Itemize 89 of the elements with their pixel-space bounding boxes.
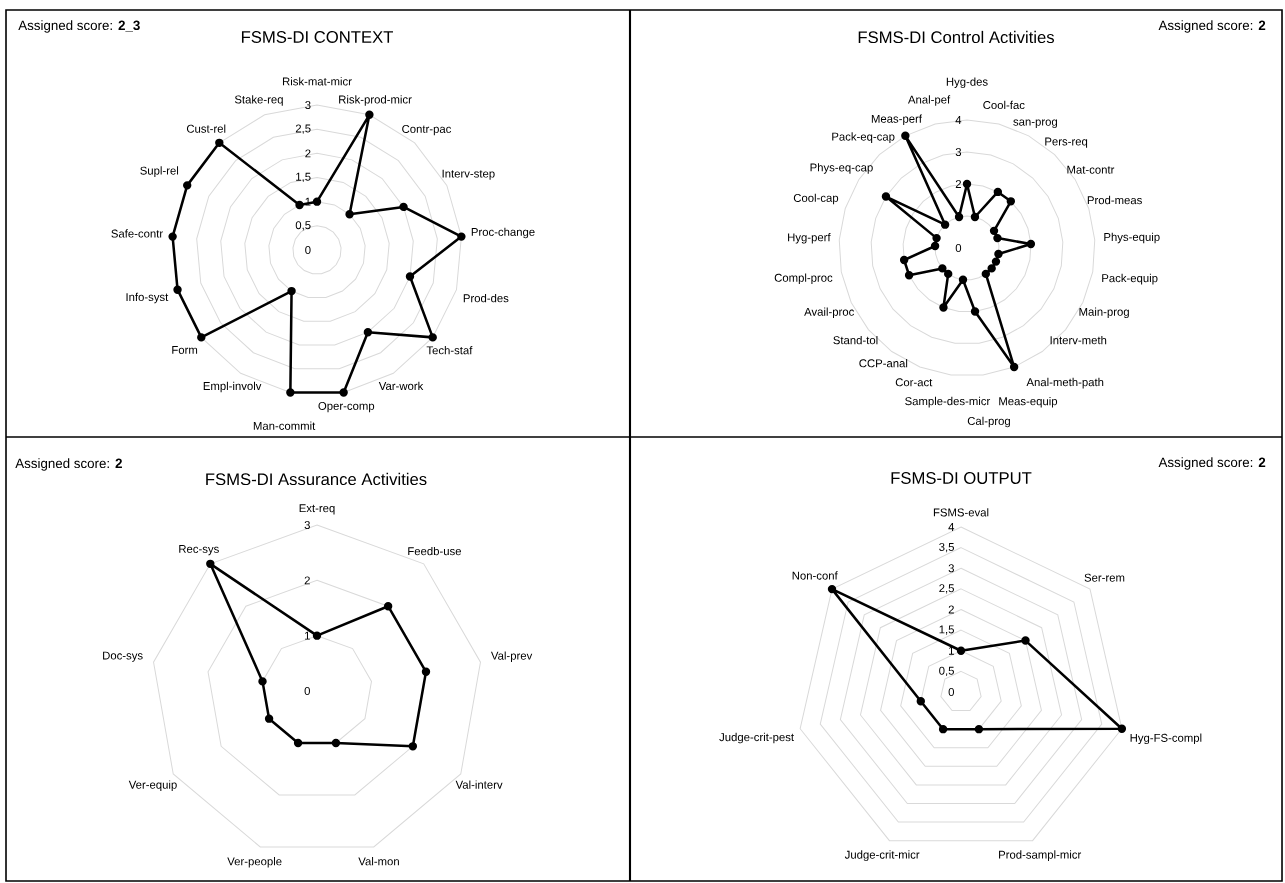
spoke-label: Contr-pac [402, 124, 452, 136]
y-tick-label: 3,5 [939, 542, 954, 553]
spoke-label: Cust-rel [186, 124, 226, 133]
spoke-label: Non-conf [792, 571, 838, 580]
y-tick-label: 2,5 [295, 124, 311, 134]
text: Assigned score: 2 [1158, 457, 1266, 470]
spoke-label: Form [172, 346, 198, 354]
spoke-label: Stake-req [234, 95, 283, 106]
spoke-label: Stand-tol [833, 335, 878, 345]
spoke-label: Var-work [378, 381, 424, 391]
spoke-label: CCP-anal [859, 358, 908, 368]
spoke-label: Tech-staf [426, 346, 473, 355]
spoke-label: Judge-crit-micr [844, 850, 920, 861]
chart-title: FSMS-DI OUTPUT [891, 472, 1032, 484]
spoke-label: Phys-eq-cap [810, 163, 873, 174]
spoke-label: Judge-crit-pest [719, 732, 794, 744]
spoke-label: Oper-comp [318, 401, 375, 413]
spoke-label: Interv-step [442, 169, 495, 180]
spoke-label: Avail-proc [804, 307, 854, 319]
spoke-label: Meas-equip [999, 396, 1058, 408]
y-tick-label: 4 [948, 523, 955, 531]
spoke-label: Val-interv [455, 780, 503, 789]
chart-title: FSMS-DI Assurance Activities [206, 472, 427, 486]
spoke-label: Safe-contr [111, 229, 163, 238]
chart-title: FSMS-DI CONTEXT [241, 31, 394, 43]
spoke-label: Pack-eq-cap [832, 132, 895, 143]
spoke-label: Proc-change [471, 227, 535, 239]
y-tick-label: 3 [304, 521, 310, 530]
spoke-label: Doc-sys [103, 651, 143, 662]
spoke-label: Empl-involv [203, 381, 262, 393]
spoke-label: Risk-mat-micr [282, 77, 352, 86]
y-tick-label: 1 [949, 646, 954, 655]
text: Assigned score: 2_3 [18, 20, 140, 33]
spoke-label: Hyg-perf [788, 233, 831, 244]
y-tick-label: 0 [304, 687, 310, 695]
y-tick-label: 0 [955, 243, 962, 252]
text: Assigned score: 2 [1158, 20, 1266, 33]
spoke-label: Feedb-use [408, 546, 462, 556]
spoke-label: Cool-cap [793, 193, 839, 205]
spoke-label: Pers-req [1045, 137, 1088, 148]
spoke-label: Main-prog [1079, 307, 1129, 319]
spoke-label: Hyg-FS-compl [1130, 733, 1202, 745]
y-tick-label: 3 [955, 147, 962, 156]
spoke-label: Ver-people [227, 857, 282, 868]
spoke-label: Prod-des [463, 293, 509, 303]
spoke-label: Prod-meas [1087, 195, 1142, 205]
spoke-label: Ver-equip [128, 780, 177, 791]
y-tick-label: 0,5 [295, 221, 311, 231]
spoke-label: Rec-sys [179, 545, 219, 556]
y-tick-label: 4 [955, 116, 962, 124]
y-tick-label: 1,5 [939, 625, 954, 635]
spoke-label: Risk-prod-micr [339, 95, 412, 106]
spoke-label: Prod-sampl-micr [999, 850, 1082, 861]
text: Assigned score: 2 [15, 458, 122, 471]
spoke-label: Pack-equip [1102, 273, 1158, 285]
spoke-label: Anal-meth-path [1026, 377, 1104, 389]
spoke-label: san-prog [1013, 119, 1057, 128]
spoke-label: Hyg-des [946, 77, 988, 88]
y-tick-label: 3 [948, 564, 954, 573]
y-tick-label: 0,5 [939, 666, 954, 677]
spoke-label: Cor-act [895, 378, 933, 387]
spoke-label: Val-mon [358, 857, 399, 866]
spoke-label: Compl-proc [774, 273, 833, 285]
spoke-label: Info-syst [126, 292, 169, 304]
y-tick-label: 2 [304, 576, 310, 585]
spoke-label: Man-commit [253, 421, 316, 430]
spoke-label: FSMS-eval [933, 508, 989, 517]
spoke-label: Mat-contr [1067, 165, 1115, 174]
spoke-label: Ser-rem [1084, 573, 1125, 582]
y-tick-label: 3 [305, 100, 311, 109]
y-tick-label: 2 [955, 180, 961, 188]
spoke-label: Interv-meth [1050, 335, 1107, 345]
y-tick-label: 1,5 [296, 172, 311, 183]
spoke-label: Meas-perf [871, 114, 922, 126]
y-tick-label: 2 [948, 605, 954, 614]
y-tick-label: 0 [305, 245, 311, 254]
y-tick-label: 2,5 [939, 584, 954, 594]
y-tick-label: 1 [304, 631, 310, 640]
spoke-label: Sample-des-micr [905, 396, 991, 408]
spoke-label: Phys-equip [1104, 232, 1160, 244]
y-tick-label: 2 [305, 149, 311, 158]
spoke-label: Anal-pef [907, 95, 951, 106]
spoke-label: Supl-rel [140, 166, 179, 177]
spoke-label: Val-prev [490, 651, 533, 662]
spoke-label: Cal-prog [967, 416, 1010, 428]
spoke-label: Cool-fac [983, 100, 1025, 110]
chart-title: FSMS-DI Control Activities [858, 30, 1055, 44]
spoke-label: Ext-req [299, 504, 335, 515]
y-tick-label: 0 [948, 688, 955, 697]
